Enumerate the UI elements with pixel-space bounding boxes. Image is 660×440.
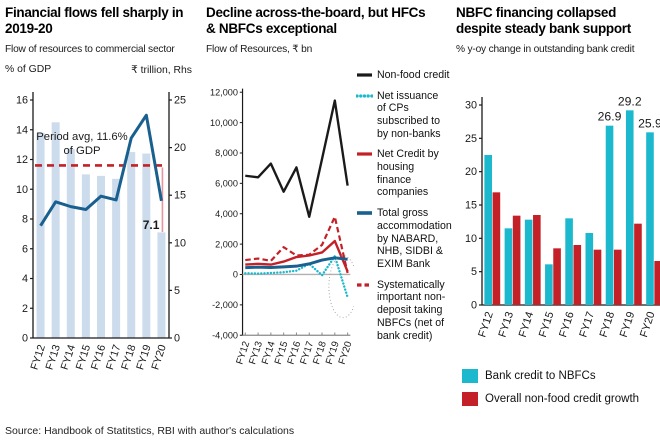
svg-text:of GDP: of GDP	[63, 145, 100, 157]
left-chart-title: Financial flows fell sharply in 2019-20	[5, 5, 184, 36]
svg-text:-2,000: -2,000	[212, 300, 238, 310]
svg-text:25: 25	[174, 94, 186, 106]
legend-label: Non-food credit	[377, 68, 450, 81]
left-chart-axis-captions: % of GDP ₹ trillion, Rhs	[5, 64, 194, 76]
svg-text:20: 20	[465, 166, 477, 178]
svg-text:8: 8	[22, 213, 28, 225]
right-chart-subtitle: % y-oy change in outstanding bank credit	[456, 43, 635, 55]
svg-text:6,000: 6,000	[215, 178, 238, 188]
svg-text:25: 25	[465, 133, 477, 145]
svg-text:FY18: FY18	[598, 310, 618, 339]
svg-text:2,000: 2,000	[215, 239, 238, 249]
svg-text:10: 10	[174, 237, 186, 249]
legend-item-total-gross-accommodation: Total gross accommodation by NABARD, NHB…	[356, 207, 452, 271]
svg-text:2: 2	[22, 303, 28, 315]
svg-text:FY15: FY15	[537, 310, 557, 339]
svg-text:6: 6	[22, 243, 28, 255]
svg-text:FY20: FY20	[638, 310, 658, 339]
svg-text:25.9: 25.9	[638, 116, 660, 130]
legend-label: Overall non-food credit growth	[485, 392, 640, 405]
svg-text:0: 0	[174, 332, 180, 344]
legend-label: Systematically important non-deposit tak…	[377, 278, 446, 342]
red-square-swatch-icon	[462, 391, 478, 406]
right-chart-legend: Bank credit to NBFCs Overall non-food cr…	[462, 368, 656, 406]
svg-text:29.2: 29.2	[618, 94, 642, 108]
source-note: Source: Handbook of Statitstics, RBI wit…	[5, 425, 295, 437]
legend-item-hfc-net-credit: Net Credit by housing finance companies	[356, 148, 450, 199]
svg-text:16: 16	[16, 94, 28, 106]
svg-text:FY17: FY17	[577, 310, 597, 339]
legend-label: Total gross accommodation by NABARD, NHB…	[377, 207, 452, 270]
svg-text:4,000: 4,000	[215, 209, 238, 219]
right-axis-label: ₹ trillion, Rhs	[131, 64, 192, 76]
svg-text:0: 0	[22, 332, 28, 344]
line-swatch-icon	[357, 211, 372, 215]
panel-financial-flows: Financial flows fell sharply in 2019-20 …	[0, 0, 196, 440]
svg-text:15: 15	[174, 190, 186, 202]
legend-item-bank-credit-to-nbfcs: Bank credit to NBFCs	[462, 368, 656, 383]
legend-item-overall-nonfood-credit: Overall non-food credit growth	[462, 391, 656, 406]
svg-text:FY14: FY14	[517, 310, 537, 339]
svg-text:4: 4	[22, 273, 28, 285]
svg-text:30: 30	[465, 99, 477, 111]
svg-text:0: 0	[233, 270, 238, 280]
legend-label: Net issuance of CPs subscribed to by non…	[377, 89, 441, 140]
svg-text:FY12: FY12	[476, 310, 496, 339]
left-chart-canvas: 0 2 4 6 8 10 12 14 16 0 5 10 15 20 25 Period avg, 11.6%…	[16, 91, 186, 371]
mid-chart-subtitle: Flow of Resources, ₹ bn	[206, 43, 313, 55]
left-axis-label: % of GDP	[5, 63, 52, 75]
svg-text:10: 10	[465, 233, 477, 245]
legend-label: Net Credit by housing finance companies	[377, 148, 439, 199]
mid-chart-title: Decline across-the-board, but HFCs & NBF…	[206, 5, 426, 36]
mid-chart-legend: Non-food credit Net issuance of CPs subs…	[356, 69, 452, 395]
panel-nbfc-financing: NBFC financing collapsed despite steady …	[452, 0, 660, 440]
svg-text:26.9: 26.9	[598, 110, 622, 124]
svg-text:12,000: 12,000	[210, 87, 238, 97]
svg-text:8,000: 8,000	[215, 148, 238, 158]
svg-text:10: 10	[16, 184, 28, 196]
legend-label: Bank credit to NBFCs	[485, 369, 596, 382]
line-swatch-icon	[357, 152, 372, 156]
svg-text:15: 15	[465, 199, 477, 211]
dotted-line-swatch-icon	[356, 93, 373, 98]
svg-text:20: 20	[174, 142, 186, 154]
svg-text:5: 5	[471, 266, 477, 278]
dashed-line-swatch-icon	[357, 283, 372, 287]
svg-text:10,000: 10,000	[210, 118, 238, 128]
svg-text:Period avg, 11.6%: Period avg, 11.6%	[36, 131, 127, 143]
legend-item-cp-issuance: Net issuance of CPs subscribed to by non…	[356, 90, 450, 141]
svg-text:FY16: FY16	[557, 310, 577, 339]
svg-text:12: 12	[16, 154, 28, 166]
svg-text:7.1: 7.1	[143, 218, 160, 232]
left-chart-subtitle: Flow of resources to commercial sector	[5, 43, 175, 55]
svg-text:14: 14	[16, 124, 28, 136]
legend-item-nbfc-net: Systematically important non-deposit tak…	[356, 279, 450, 343]
mid-chart-canvas: 12,000 10,000 8,000 6,000 4,000 2,000 0 -2,000 -…	[210, 87, 354, 366]
right-chart-canvas: 0 5 10 15 20 25 30 FY12 FY13 FY14 FY15 FY16 FY17 FY18…	[465, 94, 660, 339]
legend-item-nonfood-credit: Non-food credit	[356, 69, 450, 82]
svg-text:FY19: FY19	[618, 310, 638, 339]
panel-flow-of-resources: Decline across-the-board, but HFCs & NBF…	[196, 0, 452, 440]
right-chart-title: NBFC financing collapsed despite steady …	[456, 5, 631, 36]
svg-text:-4,000: -4,000	[212, 330, 238, 340]
svg-text:FY13: FY13	[497, 310, 517, 339]
teal-square-swatch-icon	[462, 368, 478, 383]
svg-text:5: 5	[174, 285, 180, 297]
svg-text:0: 0	[471, 299, 477, 311]
line-swatch-icon	[357, 73, 372, 77]
